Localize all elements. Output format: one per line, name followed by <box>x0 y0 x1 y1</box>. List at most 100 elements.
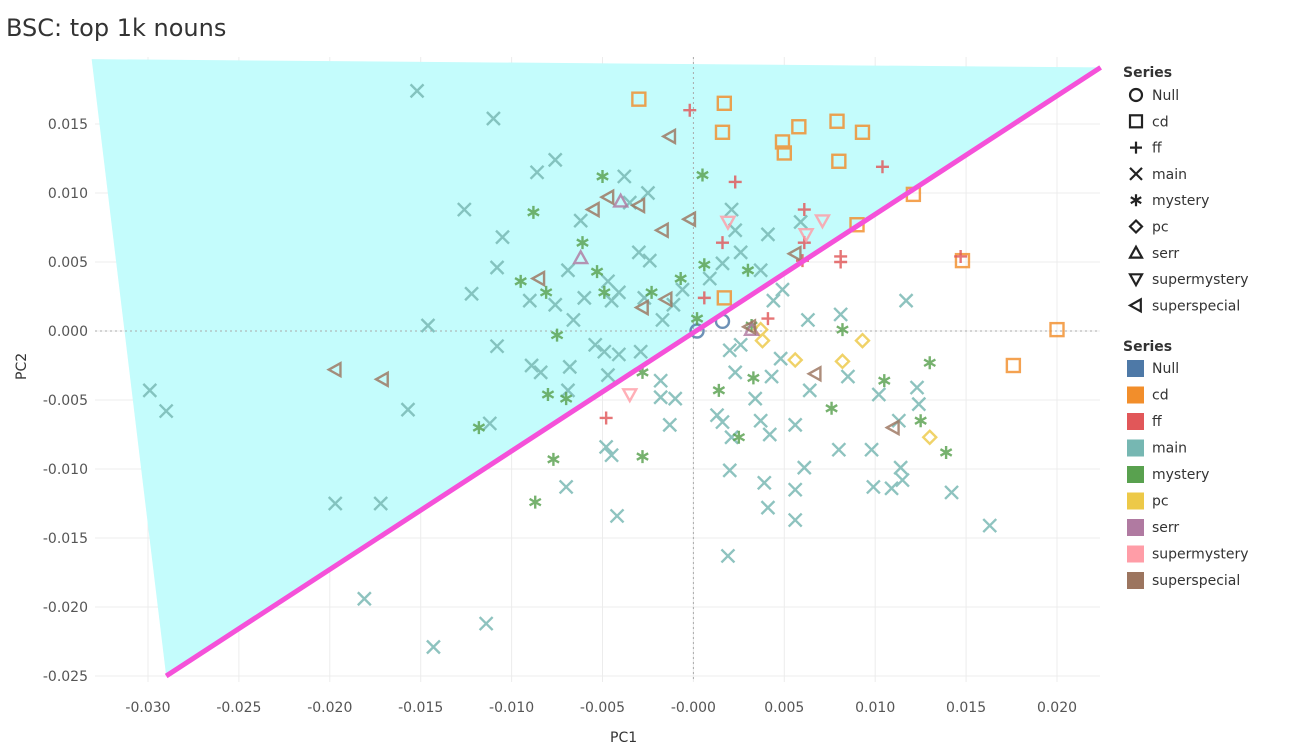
point-main <box>633 344 649 360</box>
shape-legend-label: supermystery <box>1152 272 1249 288</box>
point-superspecial <box>806 365 822 383</box>
point-main <box>400 402 416 418</box>
point-main <box>911 396 927 412</box>
data-points <box>142 83 1065 655</box>
point-superspecial <box>786 245 802 263</box>
point-mystery <box>550 328 564 342</box>
point-main <box>833 307 849 322</box>
point-main <box>420 318 436 333</box>
shape-legend-label: Null <box>1152 88 1179 104</box>
point-mystery <box>514 274 527 288</box>
legend-triangle-left-icon <box>1127 297 1142 314</box>
point-main <box>864 442 879 458</box>
y-tick-label: 0.010 <box>48 186 88 202</box>
point-main <box>747 391 763 406</box>
point-superspecial <box>373 370 389 388</box>
point-superspecial <box>598 188 615 206</box>
point-main <box>724 429 739 445</box>
point-cd <box>854 124 871 140</box>
point-main <box>640 185 656 201</box>
point-ff <box>683 103 697 117</box>
legend-color-swatch <box>1127 386 1144 404</box>
point-main <box>775 282 790 297</box>
color-legend-label: supermystery <box>1152 547 1249 563</box>
point-main <box>529 164 545 180</box>
legend-triangle-up-icon <box>1128 244 1144 259</box>
legend-x-icon <box>1129 167 1143 181</box>
point-main <box>787 417 803 433</box>
point-main <box>560 382 576 398</box>
x-tick-label: -0.010 <box>489 700 534 716</box>
point-main <box>611 347 627 362</box>
y-tick-label: -0.025 <box>43 669 88 685</box>
shape-legend: Null cd ff main mystery pc serr supermystery sup… <box>1127 87 1249 314</box>
shape-legend-title: Series <box>1123 65 1172 81</box>
shape-legend-label: pc <box>1152 220 1169 236</box>
point-main <box>533 365 549 380</box>
point-cd <box>829 113 845 129</box>
point-main <box>753 262 769 278</box>
x-tick-label: 0.010 <box>855 700 895 716</box>
point-main <box>893 460 909 475</box>
point-main <box>489 260 505 275</box>
point-main <box>655 312 670 328</box>
point-cd <box>716 95 733 112</box>
point-main <box>871 387 887 402</box>
point-superspecial <box>529 270 546 288</box>
point-main <box>482 416 498 431</box>
legend-color-swatch <box>1127 360 1144 377</box>
point-main <box>756 475 772 491</box>
shape-legend-label: ff <box>1152 141 1162 157</box>
point-pc <box>754 332 771 349</box>
series-cd <box>631 91 1065 374</box>
point-cd <box>831 153 847 169</box>
point-cd <box>774 134 791 150</box>
point-superspecial <box>657 290 673 308</box>
x-tick-label: 0.020 <box>1037 700 1077 716</box>
point-main <box>609 508 625 524</box>
color-legend-label: Null <box>1152 361 1179 377</box>
point-main <box>944 485 959 500</box>
series-pc <box>752 321 938 446</box>
point-mystery <box>690 312 704 326</box>
point-superspecial <box>629 196 646 214</box>
point-mystery <box>732 430 746 444</box>
chart-title: BSC: top 1k nouns <box>6 14 226 42</box>
point-main <box>558 479 574 495</box>
x-tick-label: 0.015 <box>946 700 986 716</box>
axis-ticks: -0.030 -0.025 -0.020 -0.015 -0.010 -0.005 -0.0… <box>43 117 1077 716</box>
point-mystery <box>598 285 611 299</box>
y-tick-label: -0.005 <box>43 393 88 409</box>
point-superspecial <box>326 361 342 379</box>
y-tick-label: 0.000 <box>48 324 88 340</box>
point-mystery <box>698 258 711 272</box>
series-supermystery <box>621 214 832 404</box>
point-cd <box>1005 357 1022 374</box>
point-main <box>489 338 505 354</box>
point-main <box>793 214 809 230</box>
point-mystery <box>914 414 927 428</box>
point-superspecial <box>884 419 900 437</box>
point-main <box>733 244 749 260</box>
point-main <box>456 202 472 217</box>
point-main <box>666 297 681 313</box>
point-ff <box>797 203 811 217</box>
point-main <box>787 512 803 528</box>
point-main <box>773 351 789 366</box>
point-pc <box>854 332 871 349</box>
legend-square-icon <box>1128 114 1144 129</box>
point-superspecial <box>584 201 600 219</box>
point-supermystery <box>813 214 832 230</box>
point-main <box>547 297 563 313</box>
point-main <box>764 369 779 384</box>
point-main <box>587 337 603 353</box>
point-mystery <box>596 169 609 183</box>
point-supermystery <box>797 227 815 244</box>
point-main <box>733 337 749 353</box>
point-ff <box>599 411 613 425</box>
point-serr <box>612 192 630 208</box>
point-main <box>760 227 776 242</box>
point-cd <box>716 290 733 306</box>
legend-circle-icon <box>1128 87 1144 103</box>
series-superspecial <box>326 127 900 437</box>
